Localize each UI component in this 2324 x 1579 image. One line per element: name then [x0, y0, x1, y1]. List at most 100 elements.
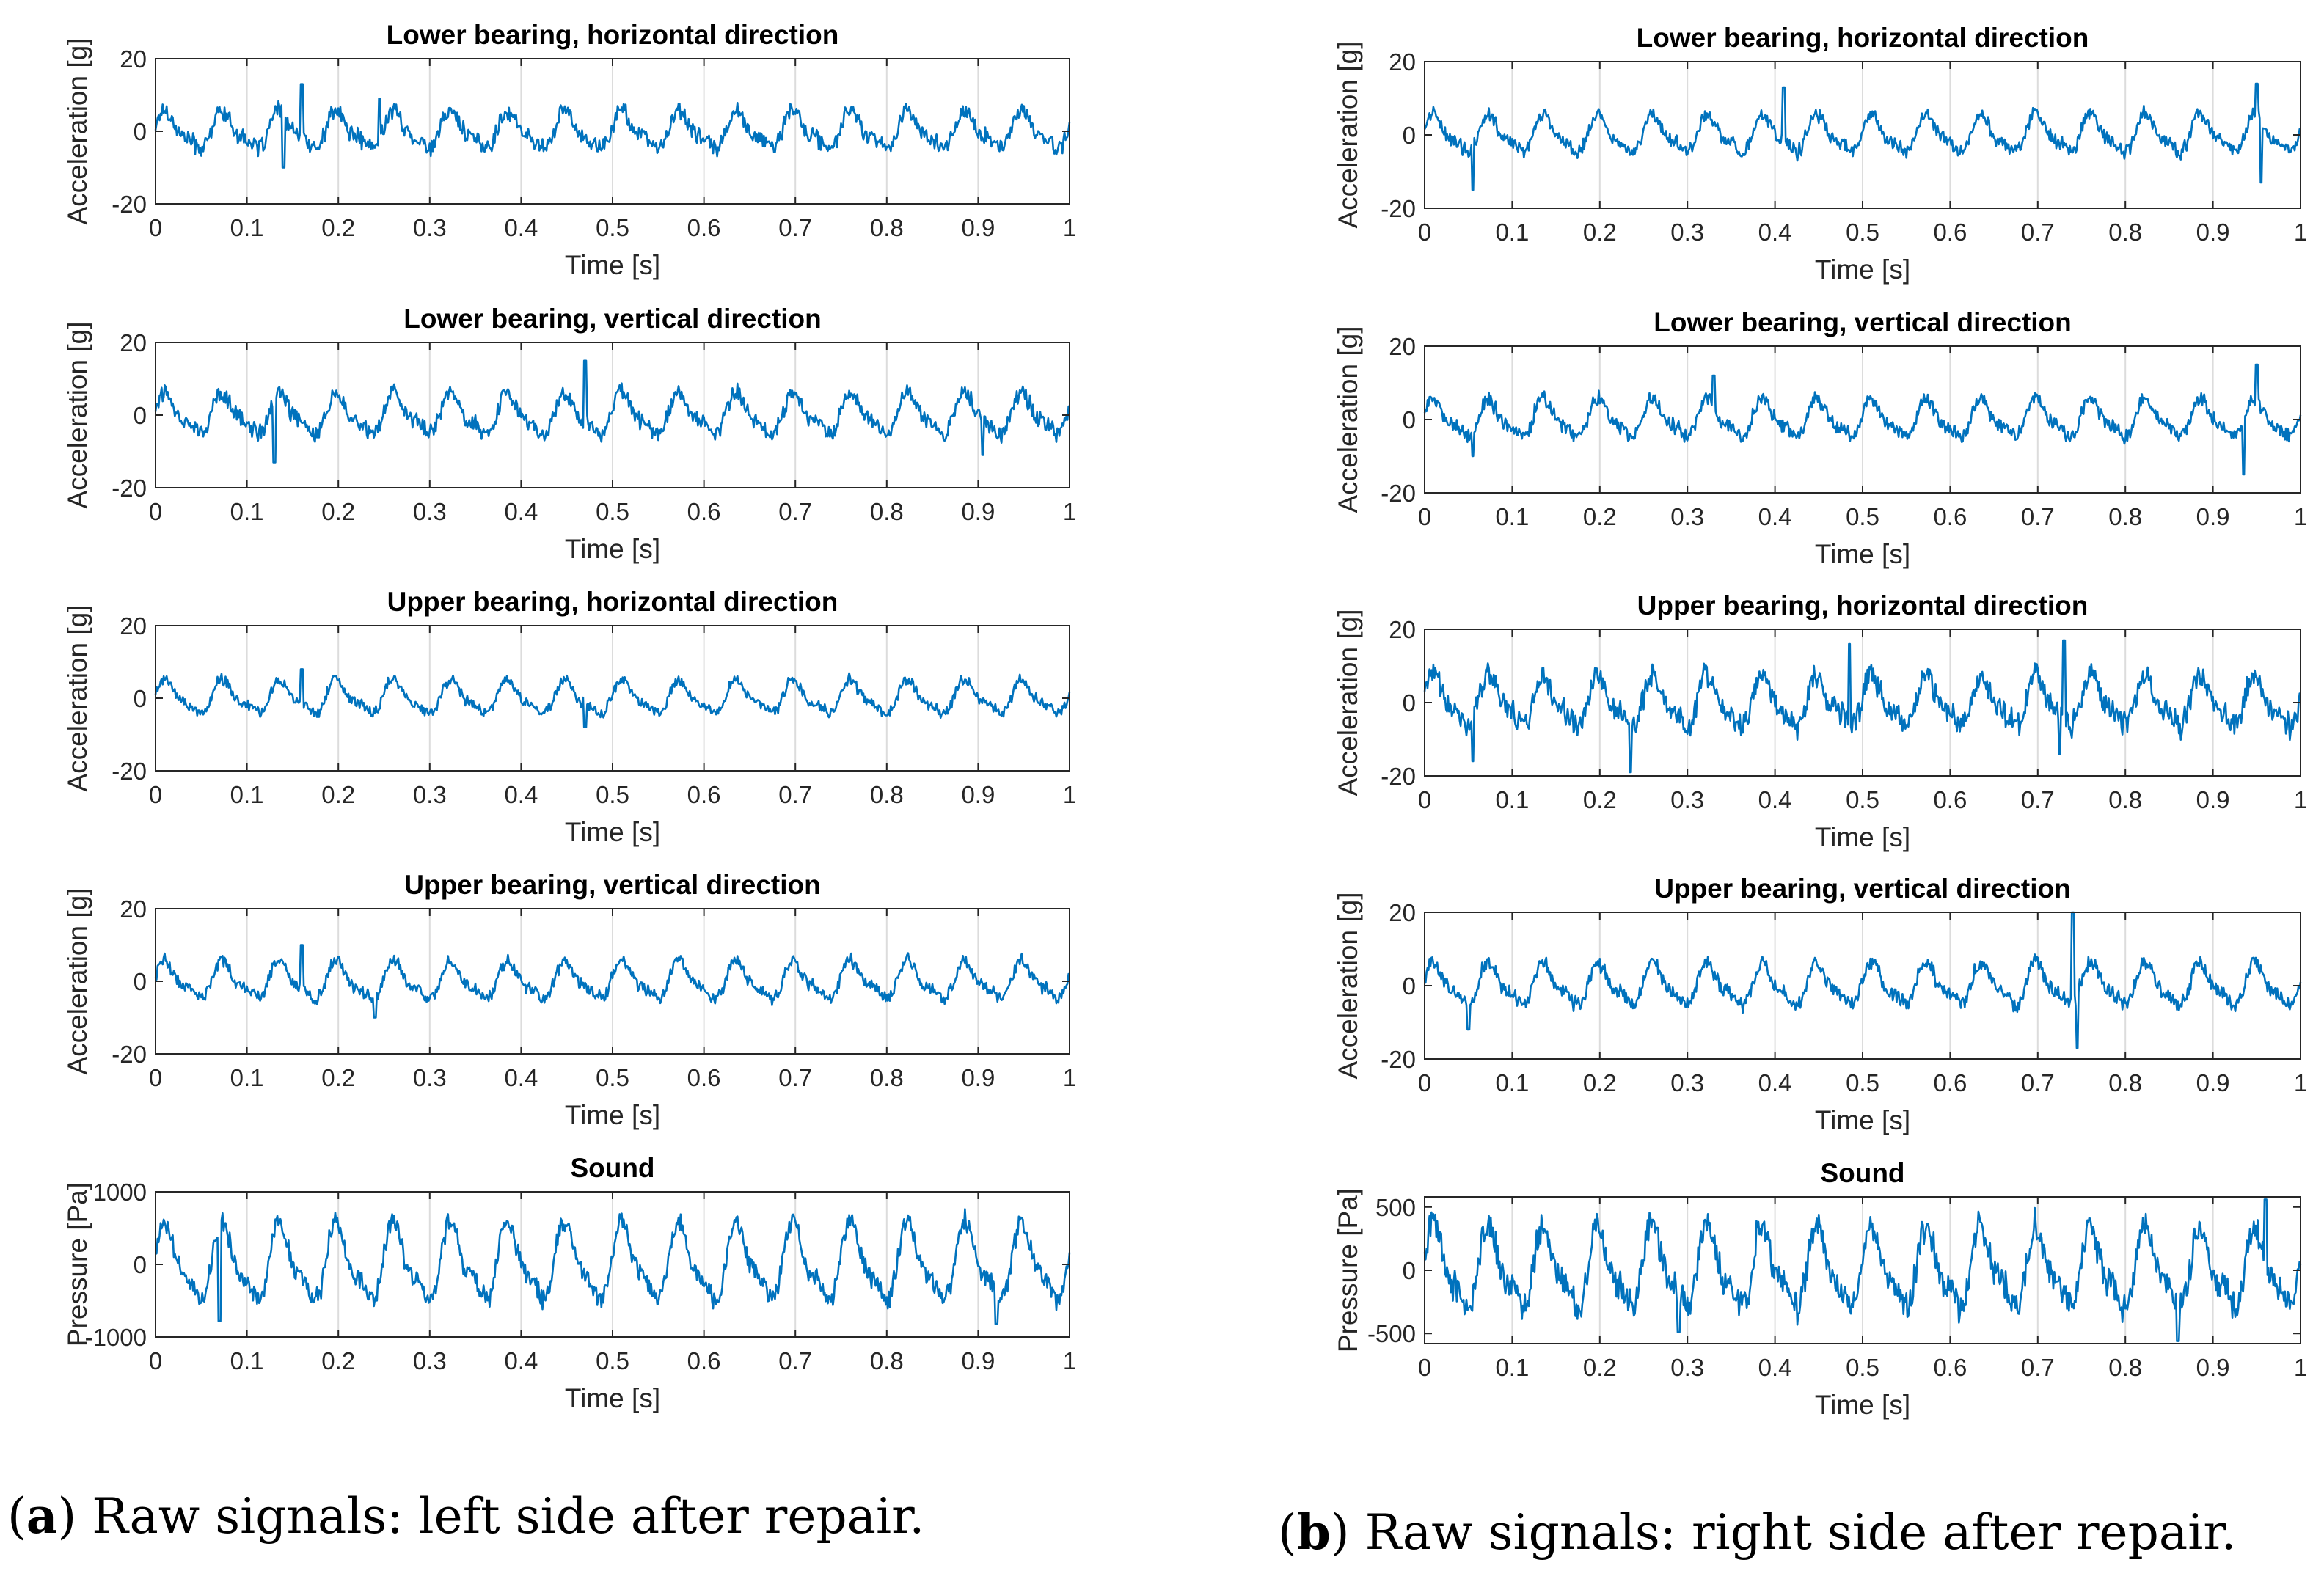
chart-a-4-ylabel: Pressure [Pa]	[62, 1182, 92, 1347]
chart-a-0-xtick-label: 0.3	[413, 214, 447, 241]
chart-b-1-xtick-label: 0.4	[1758, 503, 1792, 530]
chart-a-3-ytick-label: -20	[112, 1041, 147, 1068]
chart-a-1-xtick-label: 0	[149, 498, 162, 525]
chart-b-1-xtick-label: 0	[1418, 503, 1431, 530]
chart-a-1-xtick-label: 0.8	[870, 498, 904, 525]
chart-b-3-xtick-label: 0.8	[2108, 1069, 2142, 1096]
chart-a-4-xtick-label: 0.7	[778, 1347, 812, 1374]
chart-a-0-xtick-label: 0.2	[321, 214, 355, 241]
chart-b-3-xtick-label: 0.9	[2196, 1069, 2230, 1096]
chart-a-2-xtick-label: 0	[149, 781, 162, 808]
chart-b-4-ytick-label: 0	[1403, 1257, 1416, 1284]
chart-a-1-xtick-label: 0.2	[321, 498, 355, 525]
chart-a-3-xlabel: Time [s]	[565, 1100, 660, 1130]
chart-a-4-ytick-label: 0	[134, 1251, 147, 1278]
chart-b-2-ytick-label: 20	[1389, 616, 1416, 643]
chart-b-3-signal-line	[1423, 911, 2302, 1049]
chart-a-1-xtick-label: 0.3	[413, 498, 447, 525]
chart-b-3-xtick-label: 0.1	[1495, 1069, 1529, 1096]
caption-b-text: Raw signals: right side after repair.	[1349, 1504, 2237, 1561]
caption-a-text: Raw signals: left side after repair.	[76, 1488, 925, 1545]
chart-a-4-xtick-label: 0.2	[321, 1347, 355, 1374]
chart-b-2-xtick-label: 0.8	[2108, 786, 2142, 813]
chart-a-4-signal-line	[155, 1208, 1071, 1325]
chart-a-1-xtick-label: 0.9	[961, 498, 995, 525]
chart-b-0-ylabel: Acceleration [g]	[1333, 41, 1363, 228]
chart-a-1-title: Lower bearing, vertical direction	[403, 304, 822, 334]
chart-b-2: 0 0.1 0.2 0.3 0.4 0.5 0.6 0.7 0.8 0.9 1-20020Upper…	[1333, 590, 2307, 852]
chart-b-4-signal-line	[1423, 1198, 2302, 1342]
chart-b-1-ytick-label: 20	[1389, 333, 1416, 360]
chart-b-0-xtick-label: 0.1	[1495, 219, 1529, 246]
chart-a-4-title: Sound	[570, 1153, 654, 1183]
chart-b-4-xlabel: Time [s]	[1815, 1390, 1910, 1420]
chart-a-0-xtick-label: 0.8	[870, 214, 904, 241]
chart-a-3-ytick-label: 0	[134, 968, 147, 995]
chart-b-1-xtick-label: 0.6	[1933, 503, 1967, 530]
chart-a-3-xtick-label: 0.4	[504, 1064, 538, 1091]
chart-b-1-xtick-label: 0.9	[2196, 503, 2230, 530]
chart-b-1-signal-line	[1423, 363, 2302, 476]
chart-a-2-xtick-label: 0.4	[504, 781, 538, 808]
chart-b-1-title: Lower bearing, vertical direction	[1654, 307, 2072, 337]
chart-a-2-title: Upper bearing, horizontal direction	[387, 587, 838, 617]
chart-a-3: 0 0.1 0.2 0.3 0.4 0.5 0.6 0.7 0.8 0.9 1-20020Upper…	[62, 870, 1076, 1130]
chart-b-1-xtick-label: 0.1	[1495, 503, 1529, 530]
chart-b-0-xtick-label: 0	[1418, 219, 1431, 246]
chart-b-2-xtick-label: 0.6	[1933, 786, 1967, 813]
chart-b-2-xtick-label: 0.1	[1495, 786, 1529, 813]
chart-a-2-xlabel: Time [s]	[565, 817, 660, 847]
chart-a-1-ytick-label: 20	[120, 329, 147, 356]
chart-b-4-xtick-label: 0.7	[2021, 1354, 2055, 1381]
chart-b-2-xtick-label: 0	[1418, 786, 1431, 813]
chart-b-3-ylabel: Acceleration [g]	[1333, 892, 1363, 1079]
chart-a-3-xtick-label: 0.9	[961, 1064, 995, 1091]
chart-b-1-xtick-label: 0.5	[1846, 503, 1879, 530]
chart-a-0-xtick-label: 0.7	[778, 214, 812, 241]
chart-a-4-xtick-label: 0.5	[596, 1347, 629, 1374]
chart-a-2-xtick-label: 0.6	[687, 781, 721, 808]
chart-b-3-xtick-label: 0.6	[1933, 1069, 1967, 1096]
chart-b-1-ylabel: Acceleration [g]	[1333, 326, 1363, 513]
chart-b-4-xtick-label: 0	[1418, 1354, 1431, 1381]
chart-a-3-xtick-label: 0.8	[870, 1064, 904, 1091]
chart-b-1-xtick-label: 0.2	[1583, 503, 1617, 530]
chart-a-2-xtick-label: 0.8	[870, 781, 904, 808]
chart-a-3-signal-line	[154, 944, 1070, 1019]
chart-b-4-xtick-label: 0.5	[1846, 1354, 1879, 1381]
chart-b-4-xtick-label: 0.3	[1670, 1354, 1704, 1381]
chart-b-0-xtick-label: 0.4	[1758, 219, 1792, 246]
chart-b-0-xtick-label: 0.8	[2108, 219, 2142, 246]
chart-a-0-xtick-label: 0	[149, 214, 162, 241]
caption-b: (b) Raw signals: right side after repair…	[1278, 1503, 2237, 1561]
chart-a-0-xtick-label: 0.6	[687, 214, 721, 241]
chart-a-2-ylabel: Acceleration [g]	[62, 604, 92, 791]
chart-a-1-xtick-label: 0.7	[778, 498, 812, 525]
chart-b-2-xtick-label: 0.5	[1846, 786, 1879, 813]
chart-b-0-xtick-label: 0.7	[2021, 219, 2055, 246]
chart-b-3-xtick-label: 0.3	[1670, 1069, 1704, 1096]
chart-b-3-xtick-label: 0	[1418, 1069, 1431, 1096]
chart-b-0-signal-line	[1423, 82, 2301, 191]
chart-a-1-xtick-label: 1	[1063, 498, 1076, 525]
chart-b-2-ylabel: Acceleration [g]	[1333, 609, 1363, 796]
chart-b-2-title: Upper bearing, horizontal direction	[1637, 590, 2089, 620]
chart-a-1-xlabel: Time [s]	[565, 534, 660, 564]
caption-a: (a) Raw signals: left side after repair.	[7, 1487, 925, 1545]
chart-b-0-xtick-label: 1	[2294, 219, 2307, 246]
chart-a-3-xtick-label: 1	[1063, 1064, 1076, 1091]
chart-b-0-xlabel: Time [s]	[1815, 254, 1910, 285]
chart-a-2-xtick-label: 0.2	[321, 781, 355, 808]
chart-b-1-xtick-label: 1	[2294, 503, 2307, 530]
chart-b-3-xtick-label: 1	[2294, 1069, 2307, 1096]
chart-b-2-xtick-label: 0.3	[1670, 786, 1704, 813]
chart-b-1-ytick-label: 0	[1403, 406, 1416, 433]
chart-b-3-ytick-label: 20	[1389, 899, 1416, 926]
chart-b-4-xtick-label: 1	[2294, 1354, 2307, 1381]
caption-a-label: a	[26, 1487, 58, 1545]
chart-b-2-xtick-label: 0.7	[2021, 786, 2055, 813]
chart-a-0-ytick-label: -20	[112, 191, 147, 218]
chart-b-3-title: Upper bearing, vertical direction	[1654, 873, 2070, 904]
chart-b-0-xtick-label: 0.5	[1846, 219, 1879, 246]
